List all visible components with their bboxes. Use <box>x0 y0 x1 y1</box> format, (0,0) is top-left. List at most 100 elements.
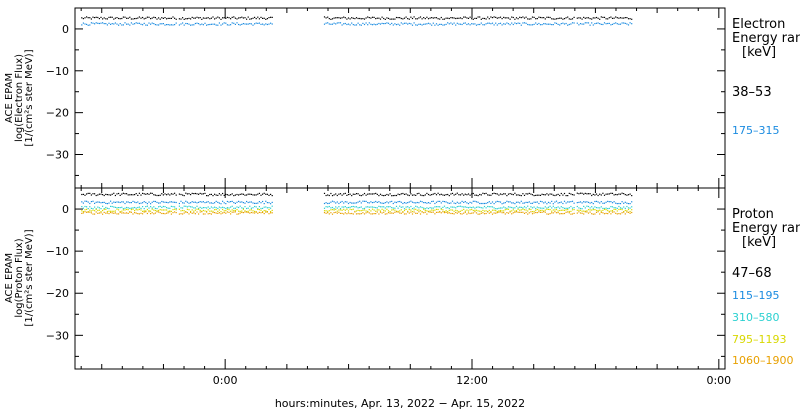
data-point <box>162 205 164 208</box>
data-point <box>153 200 155 202</box>
data-point <box>111 23 113 25</box>
data-point <box>217 201 219 203</box>
data-point <box>559 202 561 204</box>
data-point <box>254 210 256 212</box>
data-point <box>255 194 257 196</box>
data-point <box>153 209 155 211</box>
data-point <box>403 213 406 215</box>
data-point <box>217 24 219 26</box>
data-point <box>559 209 561 212</box>
data-point <box>392 24 394 26</box>
data-point <box>471 202 473 204</box>
data-point <box>552 194 554 196</box>
data-point <box>250 209 252 211</box>
data-point <box>82 193 84 195</box>
data-point <box>244 194 246 196</box>
electron-ylabel-line3: [1/(cm²s ster MeV)] <box>24 49 35 146</box>
data-point <box>242 17 244 19</box>
data-point <box>445 23 447 25</box>
data-point <box>98 18 100 20</box>
data-point <box>204 192 206 194</box>
data-point <box>442 211 444 213</box>
data-point <box>511 210 513 212</box>
data-point <box>482 209 484 211</box>
data-point <box>503 202 505 204</box>
data-point <box>587 205 590 208</box>
data-point <box>100 211 102 213</box>
data-point <box>579 17 582 19</box>
data-point <box>178 18 180 20</box>
data-point <box>472 200 474 202</box>
data-point <box>335 23 337 25</box>
data-point <box>616 213 618 215</box>
data-point <box>611 206 614 208</box>
data-point <box>323 210 326 212</box>
data-point <box>544 194 546 196</box>
data-point <box>185 18 187 20</box>
data-point <box>82 22 84 24</box>
data-point <box>226 24 228 26</box>
data-point <box>391 209 393 211</box>
data-point <box>231 209 233 211</box>
data-point <box>453 213 455 215</box>
data-point <box>549 209 551 211</box>
data-point <box>170 205 172 207</box>
data-point <box>487 22 489 24</box>
data-point <box>493 207 495 209</box>
data-point <box>439 200 441 202</box>
data-point <box>631 23 633 25</box>
data-point <box>265 193 267 195</box>
data-point <box>397 193 399 195</box>
data-point <box>206 201 208 203</box>
data-point <box>196 16 198 18</box>
data-point <box>98 201 100 203</box>
data-point <box>327 212 329 214</box>
data-point <box>186 23 188 25</box>
data-point <box>223 194 225 196</box>
data-point <box>498 210 500 212</box>
data-point <box>122 212 124 214</box>
data-point <box>198 208 200 210</box>
data-point <box>90 194 92 196</box>
data-point <box>485 18 487 20</box>
data-point <box>81 210 83 212</box>
data-point <box>82 212 84 214</box>
data-point <box>496 208 498 210</box>
data-point <box>551 200 553 202</box>
data-point <box>413 202 415 204</box>
data-point <box>499 211 502 213</box>
data-point <box>391 200 393 202</box>
data-point <box>599 23 601 25</box>
data-point <box>487 205 489 208</box>
data-point <box>182 22 184 24</box>
data-point <box>357 193 359 195</box>
data-point <box>407 206 409 208</box>
data-point <box>567 16 569 18</box>
data-point <box>191 212 193 214</box>
data-point <box>547 23 550 25</box>
data-point <box>186 208 188 210</box>
data-point <box>111 212 113 214</box>
data-point <box>475 194 478 196</box>
data-point <box>418 23 420 25</box>
data-point <box>201 18 203 20</box>
data-point <box>151 201 153 203</box>
data-point <box>411 201 414 203</box>
data-point <box>106 212 108 214</box>
data-point <box>383 211 385 213</box>
data-point <box>600 201 602 203</box>
data-point <box>260 194 262 196</box>
proton-ylabel-line1: ACE EPAM <box>4 253 15 303</box>
data-point <box>595 211 598 213</box>
data-point <box>162 212 164 215</box>
data-point <box>503 212 505 214</box>
legend-entry: 1060–1900 <box>732 354 794 367</box>
data-point <box>130 209 132 211</box>
data-point <box>202 201 204 203</box>
data-point <box>571 213 574 215</box>
data-point <box>520 209 522 211</box>
data-point <box>223 211 225 214</box>
data-point <box>427 202 430 204</box>
data-point <box>327 206 329 208</box>
